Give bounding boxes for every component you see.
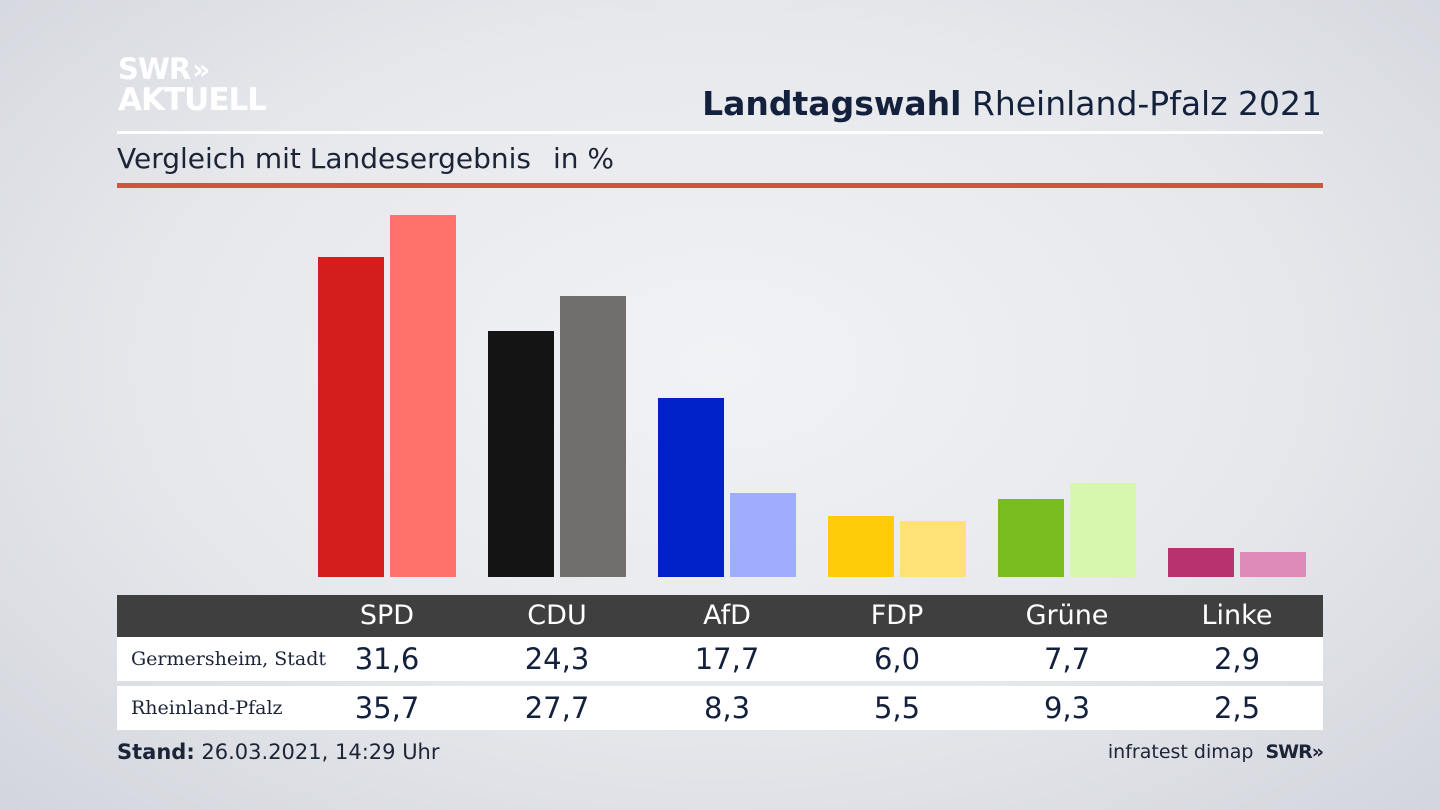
column-header-spd: SPD: [359, 600, 415, 631]
bar-afd-rheinland-pfalz: [730, 492, 796, 577]
page-title: Landtagswahl Rheinland-Pfalz 2021: [702, 84, 1322, 123]
bar-afd-germersheim: [658, 397, 724, 577]
row-label-germersheim: Germersheim, Stadt: [131, 648, 327, 670]
logo-line2: AKTUELL: [118, 82, 267, 118]
column-header-gruene: Grüne: [1025, 600, 1109, 631]
column-header-linke: Linke: [1201, 600, 1273, 631]
bar-cdu-germersheim: [488, 330, 554, 577]
value-gruene-germersheim: 7,7: [1043, 642, 1091, 676]
column-header-cdu: CDU: [527, 600, 587, 631]
value-linke-germersheim: 2,9: [1213, 642, 1261, 676]
value-fdp-rheinland-pfalz: 5,5: [873, 691, 921, 725]
subtitle-text: Vergleich mit Landesergebnis: [117, 142, 531, 175]
value-afd-germersheim: 17,7: [694, 642, 760, 676]
value-spd-rheinland-pfalz: 35,7: [354, 691, 420, 725]
stand-label: Stand:: [117, 740, 195, 764]
title-rest: Rheinland-Pfalz 2021: [971, 84, 1322, 123]
logo-line1: SWR: [118, 52, 191, 86]
logo-chevron-icon: »: [192, 53, 210, 86]
value-linke-rheinland-pfalz: 2,5: [1213, 691, 1261, 725]
value-fdp-germersheim: 6,0: [873, 642, 921, 676]
value-cdu-germersheim: 24,3: [524, 642, 590, 676]
stand-value: 26.03.2021, 14:29 Uhr: [201, 740, 440, 764]
results-table: SPD CDU AfD FDP Grüne Linke Germersheim, Stad…: [117, 595, 1323, 730]
column-header-fdp: FDP: [870, 600, 924, 631]
bar-linke-germersheim: [1168, 547, 1234, 577]
source-credit: infratest dimap SWR»: [1107, 741, 1324, 763]
bar-spd-rheinland-pfalz: [390, 215, 456, 577]
bar-linke-rheinland-pfalz: [1240, 551, 1306, 577]
header-divider: [117, 131, 1323, 134]
value-spd-germersheim: 31,6: [354, 642, 420, 676]
title-bold: Landtagswahl: [702, 84, 962, 123]
table-header-row: SPD CDU AfD FDP Grüne Linke: [117, 595, 1323, 637]
bar-cdu-rheinland-pfalz: [560, 296, 626, 577]
column-header-afd: AfD: [703, 600, 751, 631]
bar-gruene-rheinland-pfalz: [1070, 482, 1136, 577]
value-afd-rheinland-pfalz: 8,3: [703, 691, 751, 725]
table-row-germersheim: Germersheim, Stadt 31,6 24,3 17,7 6,0 7,7 2,9: [117, 637, 1323, 681]
timestamp: Stand: 26.03.2021, 14:29 Uhr: [117, 740, 440, 764]
value-gruene-rheinland-pfalz: 9,3: [1043, 691, 1091, 725]
source-text: infratest dimap: [1107, 741, 1254, 763]
accent-divider: [117, 183, 1323, 188]
table-row-rheinland-pfalz: Rheinland-Pfalz 35,7 27,7 8,3 5,5 9,3 2,5: [117, 686, 1323, 730]
bar-fdp-germersheim: [828, 516, 894, 577]
chart-subtitle: Vergleich mit Landesergebnis in %: [117, 142, 614, 175]
bar-spd-germersheim: [318, 256, 384, 577]
bar-fdp-rheinland-pfalz: [900, 521, 966, 577]
bar-gruene-germersheim: [998, 498, 1064, 577]
swr-brand-icon: SWR»: [1265, 741, 1324, 763]
row-label-rheinland-pfalz: Rheinland-Pfalz: [131, 697, 283, 719]
value-cdu-rheinland-pfalz: 27,7: [524, 691, 590, 725]
subtitle-unit: in %: [552, 142, 615, 175]
swr-aktuell-logo: SWR» AKTUELL: [118, 52, 267, 118]
